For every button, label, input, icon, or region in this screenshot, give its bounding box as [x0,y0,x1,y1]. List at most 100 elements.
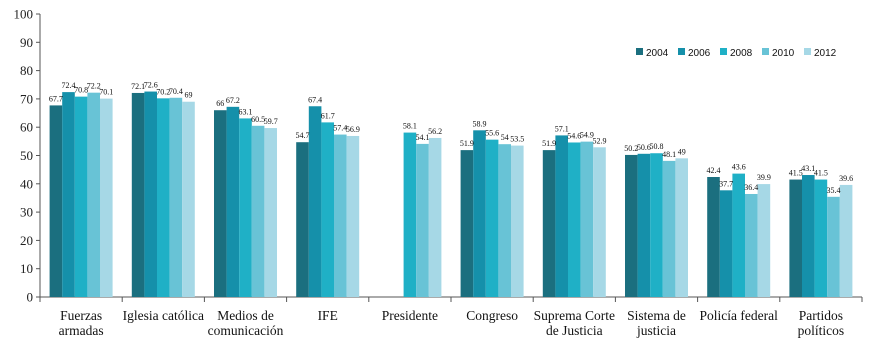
bar-2004 [625,154,638,297]
category-label-line: Congreso [466,308,518,323]
data-label: 54 [501,133,509,142]
bar-2012 [182,101,195,297]
bar-2008 [814,179,828,297]
legend-swatch-2010 [762,48,769,55]
data-label: 70.2 [156,87,170,96]
bar-2004 [131,92,145,297]
bar-2012 [757,184,771,297]
bar-2012 [100,98,113,297]
bar-2008 [568,142,581,297]
y-tick-label: 20 [20,233,33,248]
category-label: Presidente [382,308,438,323]
bar-2006 [144,91,157,298]
bar-2006 [308,106,322,298]
y-tick-label: 90 [20,35,33,50]
data-label: 67.7 [49,94,63,103]
bar-2012 [264,128,277,297]
bar-2010 [87,92,100,297]
category-label: Sistema de justicia [627,308,686,338]
data-label: 36.4 [744,183,758,192]
data-label: 43.6 [732,163,746,172]
bar-2012 [428,137,442,297]
bar-2006 [226,106,240,297]
category-label-line: Sistema de [627,308,686,323]
x-axis: Fuerzas armadas Iglesia católica Medios de c… [39,296,863,338]
data-label: 41.5 [814,169,828,178]
data-label: 48.1 [662,150,676,159]
data-label: 72.2 [87,82,101,91]
data-label: 54.6 [567,131,581,140]
data-label: 50.2 [624,144,638,153]
bar-2008 [239,118,252,297]
data-label: 42.4 [707,166,721,175]
bar-2010 [251,125,265,297]
data-label: 55.6 [485,129,499,138]
data-label: 51.9 [460,139,474,148]
legend-label-2006: 2006 [688,48,711,59]
bar-2010 [580,141,594,297]
category-label-line: Fuerzas [60,308,102,323]
bar-2004 [789,179,802,297]
legend-swatch-2004 [636,48,643,55]
category-label: IFE [318,308,338,323]
category-label-line: políticos [798,323,845,338]
data-label: 39.6 [839,174,853,183]
legend-label-2008: 2008 [730,48,753,59]
data-label: 58.1 [403,122,417,131]
data-label: 66 [216,99,224,108]
bar-2008 [403,132,417,297]
legend: 2004 2006 2008 2010 2012 [636,48,837,59]
data-label: 57.1 [555,124,569,133]
data-label: 70.8 [74,86,88,95]
bar-2010 [416,143,429,297]
bar-2006 [637,153,651,297]
bar-2004 [49,105,63,297]
data-label: 54.1 [416,133,430,142]
bars [49,91,853,298]
bar-2010 [745,193,758,297]
y-axis: 0 10 20 30 40 50 60 70 80 90 100 [14,7,41,305]
category-label: Fuerzas armadas [59,308,104,338]
data-label: 72.1 [131,82,145,91]
data-label: 67.4 [308,95,322,104]
y-tick-label: 30 [20,205,33,220]
y-tick-label: 60 [20,120,33,135]
bar-2010 [498,144,511,297]
category-label-line: armadas [59,323,104,338]
bar-2006 [802,175,815,297]
bar-2010 [169,97,183,297]
bar-2008 [321,122,334,297]
y-tick-label: 10 [20,261,33,276]
legend-swatch-2012 [804,48,811,55]
category-label: Suprema Corte de Justicia [534,308,615,338]
data-label: 61.7 [321,111,335,120]
category-label-line: comunicación [208,323,284,338]
data-label: 50.8 [650,142,664,151]
bar-2012 [839,184,853,297]
data-label: 54.9 [580,131,594,140]
y-tick-label: 70 [20,91,33,106]
data-label: 67.2 [226,96,240,105]
category-label: Partidos políticos [798,308,845,338]
data-label: 37.7 [719,179,733,188]
bar-2008 [485,139,499,297]
data-label: 70.4 [169,87,183,96]
data-label: 56.2 [428,127,442,136]
legend-label-2010: 2010 [772,48,795,59]
bar-2006 [555,135,568,297]
category-label-line: de Justicia [546,323,603,338]
data-label: 70.1 [99,88,113,97]
bar-2004 [542,150,556,297]
data-label: 72.6 [144,81,158,90]
legend-label-2012: 2012 [814,48,837,59]
bar-2004 [460,150,474,297]
category-label-line: IFE [318,308,338,323]
category-label: Congreso [466,308,518,323]
legend-swatch-2008 [720,48,727,55]
data-label: 69 [185,91,193,100]
bar-2006 [719,190,733,297]
data-label: 60.5 [251,115,265,124]
bar-2010 [827,196,840,297]
data-label: 50.6 [637,143,651,152]
bar-2012 [511,145,524,297]
